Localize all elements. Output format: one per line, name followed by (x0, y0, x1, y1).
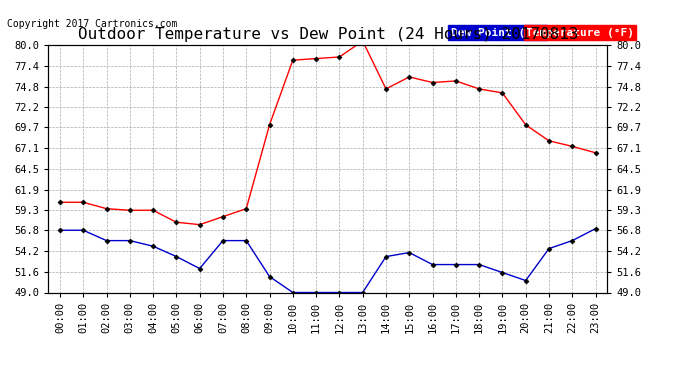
Text: Dew Point (°F): Dew Point (°F) (451, 27, 545, 38)
Text: Temperature (°F): Temperature (°F) (526, 28, 634, 38)
Text: Copyright 2017 Cartronics.com: Copyright 2017 Cartronics.com (7, 19, 177, 29)
Title: Outdoor Temperature vs Dew Point (24 Hours) 20170813: Outdoor Temperature vs Dew Point (24 Hou… (77, 27, 578, 42)
